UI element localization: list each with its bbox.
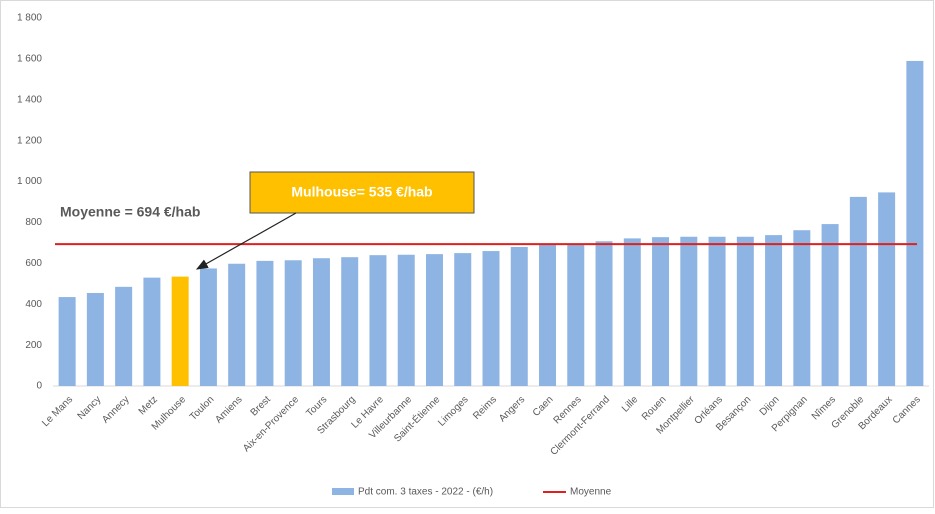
x-tick-label: Limoges [436, 394, 471, 429]
bar [652, 237, 670, 386]
x-tick-label: Amiens [213, 394, 244, 425]
legend-swatch [332, 488, 354, 495]
y-tick-label: 1 000 [17, 176, 42, 187]
x-tick-label: Tours [304, 394, 329, 419]
x-tick-label: Metz [137, 394, 160, 417]
x-tick-label: Toulon [188, 394, 217, 423]
x-tick-label: Le Mans [40, 394, 75, 429]
y-tick-label: 1 400 [17, 94, 42, 105]
bar [680, 236, 698, 386]
x-tick-label: Caen [531, 394, 556, 419]
bar [86, 292, 104, 386]
bar [482, 251, 500, 386]
bar [567, 243, 585, 386]
bar [510, 246, 528, 386]
x-tick-label: Annecy [100, 394, 131, 425]
bar [849, 196, 867, 386]
bar [171, 276, 189, 386]
bar [256, 260, 274, 386]
bar [623, 238, 641, 386]
x-tick-label: Dijon [758, 394, 782, 418]
bar [228, 263, 246, 386]
x-tick-label: Saint-Étienne [391, 392, 443, 444]
bar [708, 236, 726, 386]
bar [312, 258, 330, 386]
bar [595, 241, 613, 386]
y-tick-label: 1 200 [17, 135, 42, 146]
bar [199, 268, 217, 386]
x-tick-label: Brest [249, 394, 273, 418]
y-tick-label: 600 [25, 258, 42, 269]
y-tick-label: 800 [25, 217, 42, 228]
bar [539, 244, 557, 386]
bar [906, 60, 924, 386]
bar [878, 192, 896, 386]
bar [397, 254, 415, 386]
x-tick-label: Reims [471, 394, 499, 422]
average-annotation: Moyenne = 694 €/hab [60, 204, 200, 220]
bar [765, 235, 783, 386]
bar [341, 257, 359, 386]
x-tick-label: Lille [620, 394, 641, 415]
bar [284, 260, 302, 386]
y-tick-label: 1 600 [17, 54, 42, 65]
bar [115, 286, 133, 386]
x-tick-label: Angers [497, 394, 527, 424]
y-tick-label: 200 [25, 340, 42, 351]
bar [736, 236, 754, 386]
bar [454, 253, 472, 386]
y-tick-label: 1 800 [17, 13, 42, 24]
bar [425, 254, 443, 386]
legend-label: Moyenne [570, 487, 612, 498]
bar [369, 255, 387, 386]
bar [821, 224, 839, 386]
bar [793, 230, 811, 386]
annotation-arrow [195, 212, 297, 270]
bar [58, 297, 76, 386]
x-tick-label: Cannes [891, 394, 923, 426]
mulhouse-annotation: Mulhouse= 535 €/hab [291, 184, 432, 200]
bar [143, 277, 161, 386]
legend-label: Pdt com. 3 taxes - 2022 - (€/h) [358, 487, 493, 498]
y-tick-label: 0 [36, 381, 42, 392]
annotation-box [249, 171, 475, 214]
y-tick-label: 400 [25, 299, 42, 310]
